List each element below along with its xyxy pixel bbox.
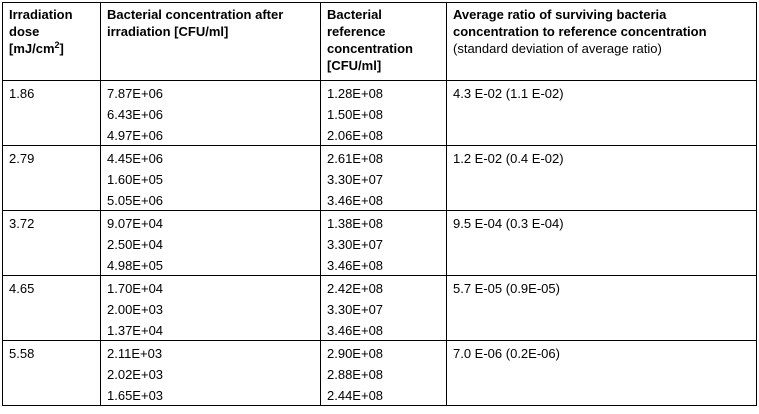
reference-value: 1.28E+08 — [327, 86, 384, 101]
reference-value: 3.46E+08 — [327, 193, 384, 208]
header-average-ratio: Average ratio of surviving bacteria conc… — [446, 2, 757, 81]
reference-value: 2.06E+08 — [327, 128, 384, 143]
after-value: 7.87E+06 — [107, 86, 164, 101]
dose-cell: 2.79 — [2, 145, 101, 211]
header-text: reference — [327, 24, 386, 39]
ratio-cell: 1.2 E-02 (0.4 E-02) — [446, 145, 757, 211]
after-value: 5.05E+06 — [107, 193, 164, 208]
reference-value: 3.30E+07 — [327, 237, 384, 252]
ratio-value: 1.2 E-02 (0.4 E-02) — [453, 151, 564, 166]
header-text: Average ratio of surviving bacteria — [453, 7, 667, 22]
dose-value: 3.72 — [9, 216, 35, 231]
after-value: 6.43E+06 — [107, 107, 164, 122]
reference-value: 3.46E+08 — [327, 323, 384, 338]
reference-value: 2.44E+08 — [327, 388, 384, 403]
dose-value: 4.65 — [9, 281, 35, 296]
reference-value: 2.61E+08 — [327, 151, 384, 166]
reference-value: 2.88E+08 — [327, 367, 384, 382]
after-value: 1.60E+05 — [107, 172, 164, 187]
header-concentration-after: Bacterial concentration after irradiatio… — [100, 2, 321, 81]
dose-cell: 5.58 — [2, 340, 101, 406]
after-value: 1.65E+03 — [107, 388, 164, 403]
reference-cell: 1.38E+08 3.30E+07 3.46E+08 — [320, 210, 447, 276]
header-text: irradiation [CFU/ml] — [107, 24, 229, 39]
table-row: 5.58 2.11E+03 2.02E+03 1.65E+03 2.90E+08… — [2, 340, 757, 406]
dose-value: 5.58 — [9, 346, 35, 361]
after-value: 2.02E+03 — [107, 367, 164, 382]
header-text: [CFU/ml] — [327, 58, 382, 73]
dose-cell: 4.65 — [2, 275, 101, 341]
after-cell: 4.45E+06 1.60E+05 5.05E+06 — [100, 145, 321, 211]
reference-value: 1.50E+08 — [327, 107, 384, 122]
table-row: 3.72 9.07E+04 2.50E+04 4.98E+05 1.38E+08… — [2, 210, 757, 276]
header-text: Bacterial concentration after — [107, 7, 284, 22]
header-text: dose — [9, 24, 40, 39]
after-value: 4.45E+06 — [107, 151, 164, 166]
after-value: 1.70E+04 — [107, 281, 164, 296]
ratio-value: 9.5 E-04 (0.3 E-04) — [453, 216, 564, 231]
table-row: 2.79 4.45E+06 1.60E+05 5.05E+06 2.61E+08… — [2, 145, 757, 211]
dose-cell: 1.86 — [2, 80, 101, 146]
reference-value: 1.38E+08 — [327, 216, 384, 231]
ratio-cell: 7.0 E-06 (0.2E-06) — [446, 340, 757, 406]
table-row: 4.65 1.70E+04 2.00E+03 1.37E+04 2.42E+08… — [2, 275, 757, 341]
ratio-value: 5.7 E-05 (0.9E-05) — [453, 281, 560, 296]
reference-value: 3.46E+08 — [327, 258, 384, 273]
table-row: 1.86 7.87E+06 6.43E+06 4.97E+06 1.28E+08… — [2, 80, 757, 146]
after-cell: 7.87E+06 6.43E+06 4.97E+06 — [100, 80, 321, 146]
reference-value: 3.30E+07 — [327, 172, 384, 187]
ratio-cell: 9.5 E-04 (0.3 E-04) — [446, 210, 757, 276]
header-text: concentration — [327, 41, 413, 56]
header-row: Irradiation dose [mJ/cm2] Bacterial conc… — [2, 2, 757, 81]
header-unit: [mJ/cm2] — [9, 40, 94, 57]
after-value: 2.50E+04 — [107, 237, 164, 252]
after-cell: 2.11E+03 2.02E+03 1.65E+03 — [100, 340, 321, 406]
after-cell: 1.70E+04 2.00E+03 1.37E+04 — [100, 275, 321, 341]
header-irradiation-dose: Irradiation dose [mJ/cm2] — [2, 2, 101, 81]
dose-cell: 3.72 — [2, 210, 101, 276]
header-text: ] — [59, 41, 64, 56]
header-text: [mJ/cm — [9, 41, 55, 56]
ratio-cell: 4.3 E-02 (1.1 E-02) — [446, 80, 757, 146]
after-value: 4.97E+06 — [107, 128, 164, 143]
header-text: concentration to reference concentration — [453, 24, 707, 39]
reference-value: 3.30E+07 — [327, 302, 384, 317]
reference-cell: 2.42E+08 3.30E+07 3.46E+08 — [320, 275, 447, 341]
after-value: 2.00E+03 — [107, 302, 164, 317]
after-value: 4.98E+05 — [107, 258, 164, 273]
dose-value: 2.79 — [9, 151, 35, 166]
reference-cell: 1.28E+08 1.50E+08 2.06E+08 — [320, 80, 447, 146]
ratio-value: 7.0 E-06 (0.2E-06) — [453, 346, 560, 361]
reference-cell: 2.90E+08 2.88E+08 2.44E+08 — [320, 340, 447, 406]
ratio-cell: 5.7 E-05 (0.9E-05) — [446, 275, 757, 341]
header-text: Irradiation — [9, 7, 73, 22]
header-text: (standard deviation of average ratio) — [453, 41, 662, 56]
ratio-value: 4.3 E-02 (1.1 E-02) — [453, 86, 564, 101]
after-cell: 9.07E+04 2.50E+04 4.98E+05 — [100, 210, 321, 276]
reference-cell: 2.61E+08 3.30E+07 3.46E+08 — [320, 145, 447, 211]
reference-value: 2.90E+08 — [327, 346, 384, 361]
after-value: 2.11E+03 — [107, 346, 163, 361]
after-value: 1.37E+04 — [107, 323, 164, 338]
header-reference-concentration: Bacterial reference concentration [CFU/m… — [320, 2, 447, 81]
reference-value: 2.42E+08 — [327, 281, 384, 296]
superscript: 2 — [54, 40, 60, 50]
data-table: Irradiation dose [mJ/cm2] Bacterial conc… — [2, 2, 757, 406]
header-text: Bacterial — [327, 7, 382, 22]
after-value: 9.07E+04 — [107, 216, 164, 231]
dose-value: 1.86 — [9, 86, 35, 101]
